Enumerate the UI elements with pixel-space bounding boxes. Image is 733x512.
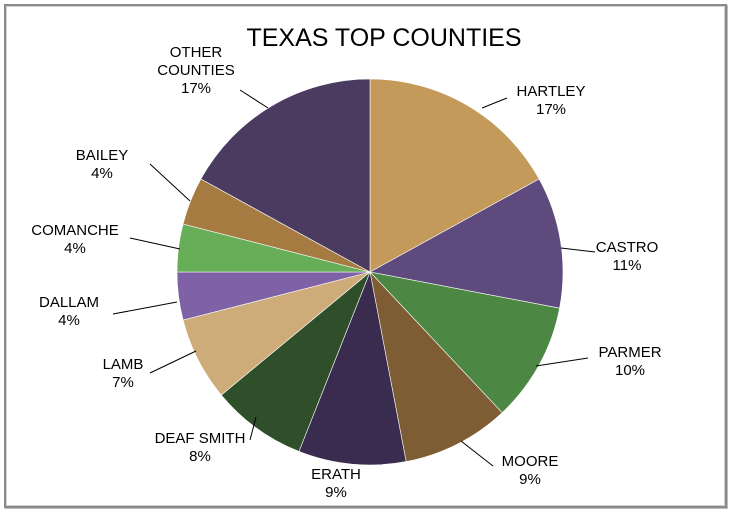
- data-label-percent: 9%: [519, 471, 541, 488]
- data-label-other-counties: OTHER COUNTIES 17%: [157, 44, 235, 97]
- data-label-erath: ERATH 9%: [311, 466, 361, 501]
- data-label-name: OTHER: [170, 44, 223, 61]
- data-label-hartley: HARTLEY 17%: [517, 83, 586, 118]
- slice-labels: HARTLEY 17%CASTRO 11%PARMER 10%MOORE 9%ERATH…: [31, 44, 661, 501]
- data-label-bailey: BAILEY 4%: [76, 147, 129, 182]
- data-label-parmer: PARMER 10%: [598, 344, 661, 379]
- pie-slice-hartley: [369, 78, 540, 273]
- leader-line-castro: [560, 247, 596, 253]
- data-label-dallam: DALLAM 4%: [39, 294, 99, 329]
- leader-line-lamb: [149, 350, 197, 374]
- leader-line-other-counties: [239, 89, 269, 109]
- data-label-percent: 17%: [181, 80, 211, 97]
- data-label-name: COUNTIES: [157, 62, 235, 79]
- data-label-name: DEAF SMITH: [155, 430, 246, 447]
- data-label-percent: 4%: [64, 240, 86, 257]
- leader-line-dallam: [112, 301, 178, 315]
- data-label-name: LAMB: [103, 356, 144, 373]
- leader-line-deaf-smith: [249, 416, 257, 441]
- pie-slices: [176, 78, 564, 466]
- pie-slice-moore: [369, 271, 503, 462]
- pie-slice-castro: [369, 178, 564, 309]
- data-label-percent: 11%: [613, 257, 642, 274]
- data-label-name: PARMER: [598, 344, 661, 361]
- data-label-name: BAILEY: [76, 147, 129, 164]
- data-label-name: DALLAM: [39, 294, 99, 311]
- pie-slice-deaf-smith: [220, 271, 371, 452]
- data-label-name: COMANCHE: [31, 222, 119, 239]
- chart-title: TEXAS TOP COUNTIES: [246, 24, 521, 52]
- data-label-comanche: COMANCHE 4%: [31, 222, 119, 257]
- data-label-name: CASTRO: [596, 239, 659, 256]
- data-label-deaf-smith: DEAF SMITH 8%: [155, 430, 246, 465]
- leader-line-hartley: [481, 97, 508, 109]
- pie-slice-parmer: [369, 271, 560, 414]
- data-label-castro: CASTRO 11%: [596, 239, 659, 274]
- leader-line-moore: [460, 440, 494, 467]
- data-label-name: HARTLEY: [517, 83, 586, 100]
- pie-slice-erath: [298, 270, 407, 466]
- data-label-percent: 9%: [325, 484, 347, 501]
- data-label-percent: 17%: [536, 101, 566, 118]
- data-label-percent: 10%: [615, 362, 645, 379]
- data-label-percent: 4%: [91, 165, 113, 182]
- data-label-lamb: LAMB 7%: [103, 356, 144, 391]
- leader-line-bailey: [149, 163, 191, 202]
- data-label-percent: 4%: [58, 312, 80, 329]
- leader-lines: [112, 89, 596, 467]
- leader-line-comanche: [129, 237, 181, 250]
- data-label-name: MOORE: [502, 453, 559, 470]
- data-label-percent: 7%: [112, 374, 134, 391]
- data-label-percent: 8%: [189, 448, 211, 465]
- pie-slice-other-counties: [200, 78, 371, 273]
- leader-line-parmer: [535, 357, 589, 367]
- data-label-moore: MOORE 9%: [502, 453, 559, 488]
- data-label-name: ERATH: [311, 466, 361, 483]
